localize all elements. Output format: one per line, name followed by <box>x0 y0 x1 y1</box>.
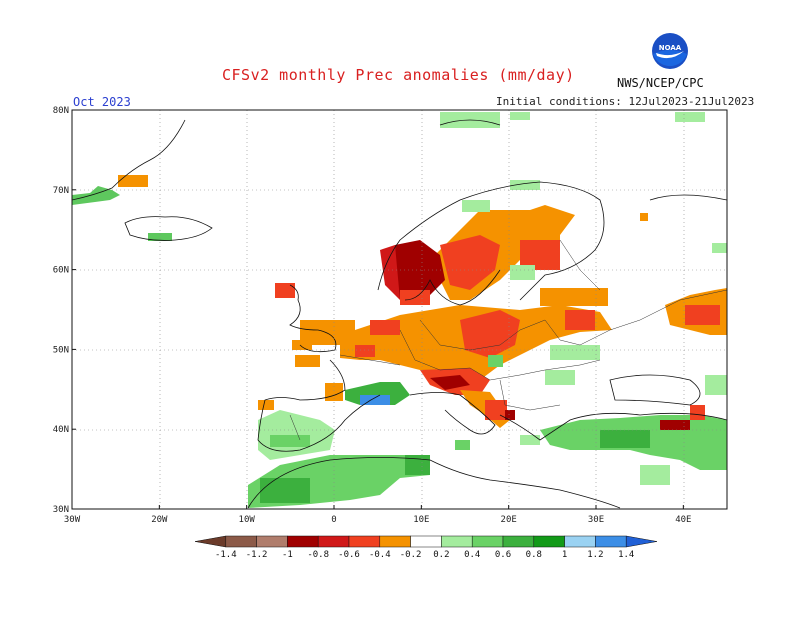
colorbar-label: 0.8 <box>526 550 542 560</box>
anomaly-cell <box>675 112 705 122</box>
anomaly-cell <box>705 375 727 395</box>
anomaly-cell <box>380 245 400 300</box>
latitude-ticks: 80N 70N 60N 50N 40N 30N <box>53 106 76 515</box>
anomaly-cell <box>258 400 274 410</box>
initial-conditions: Initial conditions: 12Jul2023-21Jul2023 <box>496 95 755 108</box>
anomaly-cell <box>462 200 490 212</box>
forecast-month: Oct 2023 <box>73 95 131 109</box>
anomaly-cell <box>455 440 470 450</box>
anomaly-cell <box>485 400 507 420</box>
lon-tick-label: 20E <box>501 515 517 525</box>
anomaly-cell <box>565 310 595 330</box>
anomaly-cell <box>505 410 515 420</box>
anomaly-cell <box>690 405 705 420</box>
map-title: CFSv2 monthly Prec anomalies (mm/day) <box>222 66 575 84</box>
colorbar-cell <box>379 535 411 548</box>
lon-tick-label: 0 <box>331 515 336 525</box>
colorbar-cell <box>441 535 473 548</box>
anomaly-cell <box>355 345 375 357</box>
colorbar-cell <box>595 535 627 548</box>
anomaly-cell <box>550 345 600 360</box>
anomaly-cell <box>430 375 470 390</box>
anomaly-cell <box>510 180 540 190</box>
country-borders <box>289 239 727 441</box>
colorbar-label: 1.2 <box>587 550 603 560</box>
colorbar-cell <box>348 535 381 548</box>
anomaly-cell <box>270 435 310 447</box>
colorbar-cell <box>564 535 596 548</box>
colorbar-label: 0.6 <box>495 550 511 560</box>
lon-tick-label: 10W <box>239 515 256 525</box>
anomaly-cell <box>440 235 500 290</box>
anomaly-cell <box>405 455 430 475</box>
colorbar-cell <box>625 535 658 548</box>
colorbar-label: 1.4 <box>618 550 634 560</box>
colorbar-label: 0.2 <box>433 550 449 560</box>
anomaly-cell <box>640 465 670 485</box>
anomaly-cell <box>712 243 727 253</box>
agency-label: NWS/NCEP/CPC <box>617 76 704 90</box>
colorbar-label: 1 <box>562 550 567 560</box>
colorbar-cell <box>317 535 350 548</box>
colorbar-cell <box>502 535 535 548</box>
anomaly-cell <box>72 186 120 205</box>
colorbar-label: 0.4 <box>464 550 480 560</box>
noaa-logo: NOAA <box>652 33 688 69</box>
coastlines <box>72 119 727 509</box>
colorbar-label: -0.4 <box>369 550 391 560</box>
anomaly-cell <box>488 355 503 367</box>
anomaly-cell <box>540 288 608 306</box>
longitude-ticks: 30W 20W 10W 0 10E 20E 30E 40E <box>64 505 691 525</box>
lat-tick-label: 50N <box>53 345 69 355</box>
gridlines <box>72 110 727 509</box>
lat-tick-label: 70N <box>53 186 69 196</box>
anomaly-cell <box>520 435 540 445</box>
anomaly-cell <box>510 265 535 280</box>
anomaly-cell <box>148 233 172 241</box>
map-frame <box>71 109 728 510</box>
anomaly-cell <box>660 420 690 430</box>
anomaly-cell <box>390 240 445 305</box>
anomaly-cell <box>545 370 575 385</box>
logo-text: NOAA <box>659 44 682 52</box>
anomaly-cell <box>600 430 650 448</box>
lat-tick-label: 40N <box>53 425 69 435</box>
colorbar-cell <box>194 535 227 548</box>
colorbar-cell <box>410 535 442 548</box>
colorbar-label: -1.2 <box>246 550 268 560</box>
anomaly-cell <box>685 305 720 325</box>
lat-tick-label: 80N <box>53 106 69 116</box>
colorbar-cell <box>471 535 504 548</box>
lon-tick-label: 40E <box>675 515 691 525</box>
anomaly-cell <box>260 478 310 503</box>
colorbar-label: -0.8 <box>307 550 329 560</box>
anomaly-cell <box>460 310 520 358</box>
colorbar-label: -0.2 <box>400 550 422 560</box>
colorbar-label: -0.6 <box>338 550 360 560</box>
lat-tick-label: 30N <box>53 505 69 515</box>
anomaly-cell <box>510 112 530 120</box>
colorbar-cell <box>225 535 257 548</box>
anomaly-cell <box>360 395 390 405</box>
colorbar-cell <box>287 535 319 548</box>
anomaly-cell <box>118 175 148 187</box>
lon-tick-label: 30W <box>64 515 81 525</box>
anomaly-cell <box>292 340 312 350</box>
lon-tick-label: 10E <box>413 515 429 525</box>
colorbar-cell <box>256 535 288 548</box>
anomaly-cell <box>295 355 320 367</box>
lon-tick-label: 20W <box>151 515 168 525</box>
colorbar-label: -1 <box>282 550 293 560</box>
colorbar-label: -1.4 <box>215 550 237 560</box>
lon-tick-label: 30E <box>588 515 604 525</box>
anomaly-cell <box>370 320 400 335</box>
anomaly-cell <box>275 283 295 298</box>
colorbar-cell <box>533 535 565 548</box>
anomaly-cell <box>640 213 648 221</box>
lat-tick-label: 60N <box>53 266 69 276</box>
